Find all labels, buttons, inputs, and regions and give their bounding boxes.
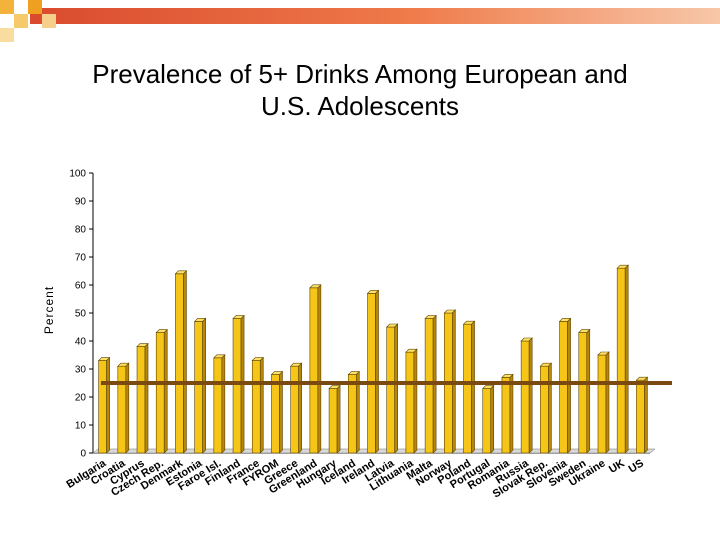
bar-side bbox=[183, 270, 187, 454]
bar-side bbox=[605, 351, 610, 454]
bar bbox=[367, 293, 376, 454]
bar-side bbox=[221, 354, 226, 454]
bar bbox=[597, 354, 607, 454]
bar bbox=[540, 365, 549, 454]
bar-side bbox=[528, 337, 533, 454]
bar-side bbox=[644, 376, 648, 454]
bar-side bbox=[567, 317, 571, 454]
header-square-4 bbox=[42, 14, 56, 28]
y-tick-label: 90 bbox=[75, 197, 87, 208]
bar bbox=[347, 374, 357, 454]
y-tick-label: 50 bbox=[75, 309, 87, 320]
header-square-3 bbox=[28, 0, 42, 14]
bar bbox=[559, 321, 568, 454]
bar bbox=[636, 379, 645, 454]
bar-side bbox=[471, 320, 475, 454]
bar bbox=[194, 321, 203, 454]
y-tick-label: 70 bbox=[75, 253, 87, 264]
title-line-1: Prevalence of 5+ Drinks Among European a… bbox=[92, 59, 628, 89]
bar bbox=[271, 374, 280, 454]
slide-title: Prevalence of 5+ Drinks Among European a… bbox=[20, 58, 700, 122]
y-tick-label: 60 bbox=[75, 281, 87, 292]
bar-side bbox=[394, 323, 399, 454]
header-square-1 bbox=[0, 0, 14, 14]
y-tick-label: 20 bbox=[75, 393, 87, 404]
bar-side bbox=[298, 362, 302, 454]
plot-area: 0102030405060708090100BulgariaCroatiaCyp… bbox=[65, 169, 672, 501]
bar bbox=[578, 332, 588, 454]
bar-side bbox=[106, 356, 110, 454]
bar bbox=[501, 377, 511, 454]
bar bbox=[309, 287, 319, 454]
bar bbox=[290, 365, 299, 454]
bar bbox=[155, 332, 165, 454]
y-tick-label: 10 bbox=[75, 421, 87, 432]
bar bbox=[463, 323, 472, 454]
bar-side bbox=[279, 370, 283, 454]
bar-side bbox=[490, 384, 495, 454]
bar bbox=[232, 318, 242, 454]
bar bbox=[213, 357, 223, 454]
y-axis-label: Percent bbox=[42, 286, 56, 334]
bar bbox=[520, 340, 530, 454]
header-square-2 bbox=[14, 14, 28, 28]
y-tick-label: 30 bbox=[75, 365, 87, 376]
y-tick-label: 80 bbox=[75, 225, 87, 236]
bar-side bbox=[163, 328, 168, 454]
bar-side bbox=[509, 373, 514, 454]
bar-side bbox=[413, 348, 418, 454]
y-tick-label: 0 bbox=[80, 449, 86, 460]
bar bbox=[328, 388, 338, 454]
bar bbox=[616, 267, 626, 454]
bar-side bbox=[202, 317, 206, 454]
bar bbox=[424, 318, 434, 454]
bar bbox=[136, 346, 146, 454]
bar bbox=[117, 365, 127, 454]
title-line-2: U.S. Adolescents bbox=[261, 91, 459, 121]
y-tick-label: 100 bbox=[69, 169, 86, 180]
header-band bbox=[30, 8, 720, 24]
bar bbox=[175, 273, 184, 454]
bar-side bbox=[144, 342, 149, 454]
bar-side bbox=[317, 284, 322, 454]
bar bbox=[482, 388, 492, 454]
bar bbox=[251, 360, 261, 454]
bar bbox=[98, 360, 107, 454]
y-tick-label: 40 bbox=[75, 337, 87, 348]
bar bbox=[405, 351, 415, 454]
bar-side bbox=[355, 370, 360, 454]
x-tick-label: UK bbox=[607, 457, 627, 476]
bar-side bbox=[624, 264, 629, 454]
bar-side bbox=[336, 384, 341, 454]
bar-side bbox=[375, 289, 379, 454]
header-square-5 bbox=[0, 28, 14, 42]
x-tick-label: US bbox=[627, 457, 646, 475]
bar-side bbox=[548, 362, 552, 454]
bar-side bbox=[125, 362, 130, 454]
bar-side bbox=[586, 328, 591, 454]
bar bbox=[386, 326, 396, 454]
bar-side bbox=[259, 356, 264, 454]
